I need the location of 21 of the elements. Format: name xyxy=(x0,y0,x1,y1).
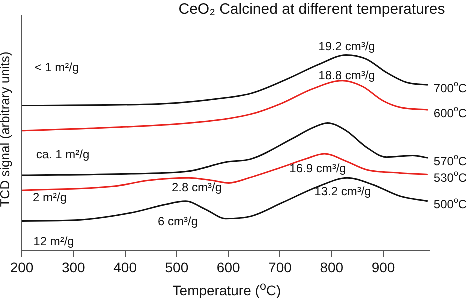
x-tick-label: 400 xyxy=(114,259,138,276)
x-tick-label: 500 xyxy=(165,259,189,276)
text: 19.2 cm³/g xyxy=(318,39,376,54)
annotation: < 1 m²/g xyxy=(34,60,80,74)
x-tick-label: 700 xyxy=(268,259,292,276)
annotation: 6 cm³/g xyxy=(158,214,198,228)
annotation: 12 m²/g xyxy=(34,234,74,248)
annotation: 13.2 cm³/g xyxy=(314,184,372,198)
annotation: 2 m²/g xyxy=(32,190,68,204)
y-axis-title: TCD signal (arbitrary units) xyxy=(0,50,12,210)
x-axis-title: Temperature ($^{o}$C) xyxy=(172,280,282,299)
x-tick-label: 300 xyxy=(62,259,86,276)
x-tick-label: 200 xyxy=(10,259,34,276)
x-tick-label: 600 xyxy=(216,259,240,276)
chart-title: CeO₂ Calcined at different temperatures xyxy=(178,1,446,18)
annotation: ca. 1 m²/g xyxy=(36,147,90,162)
x-tick-label: 800 xyxy=(320,259,344,276)
annotation: 2.8 cm³/g xyxy=(172,180,222,194)
annotation: 18.8 cm³/g xyxy=(318,68,376,82)
annotation: 16.9 cm³/g xyxy=(290,161,346,176)
x-tick-label: 900 xyxy=(372,259,396,276)
